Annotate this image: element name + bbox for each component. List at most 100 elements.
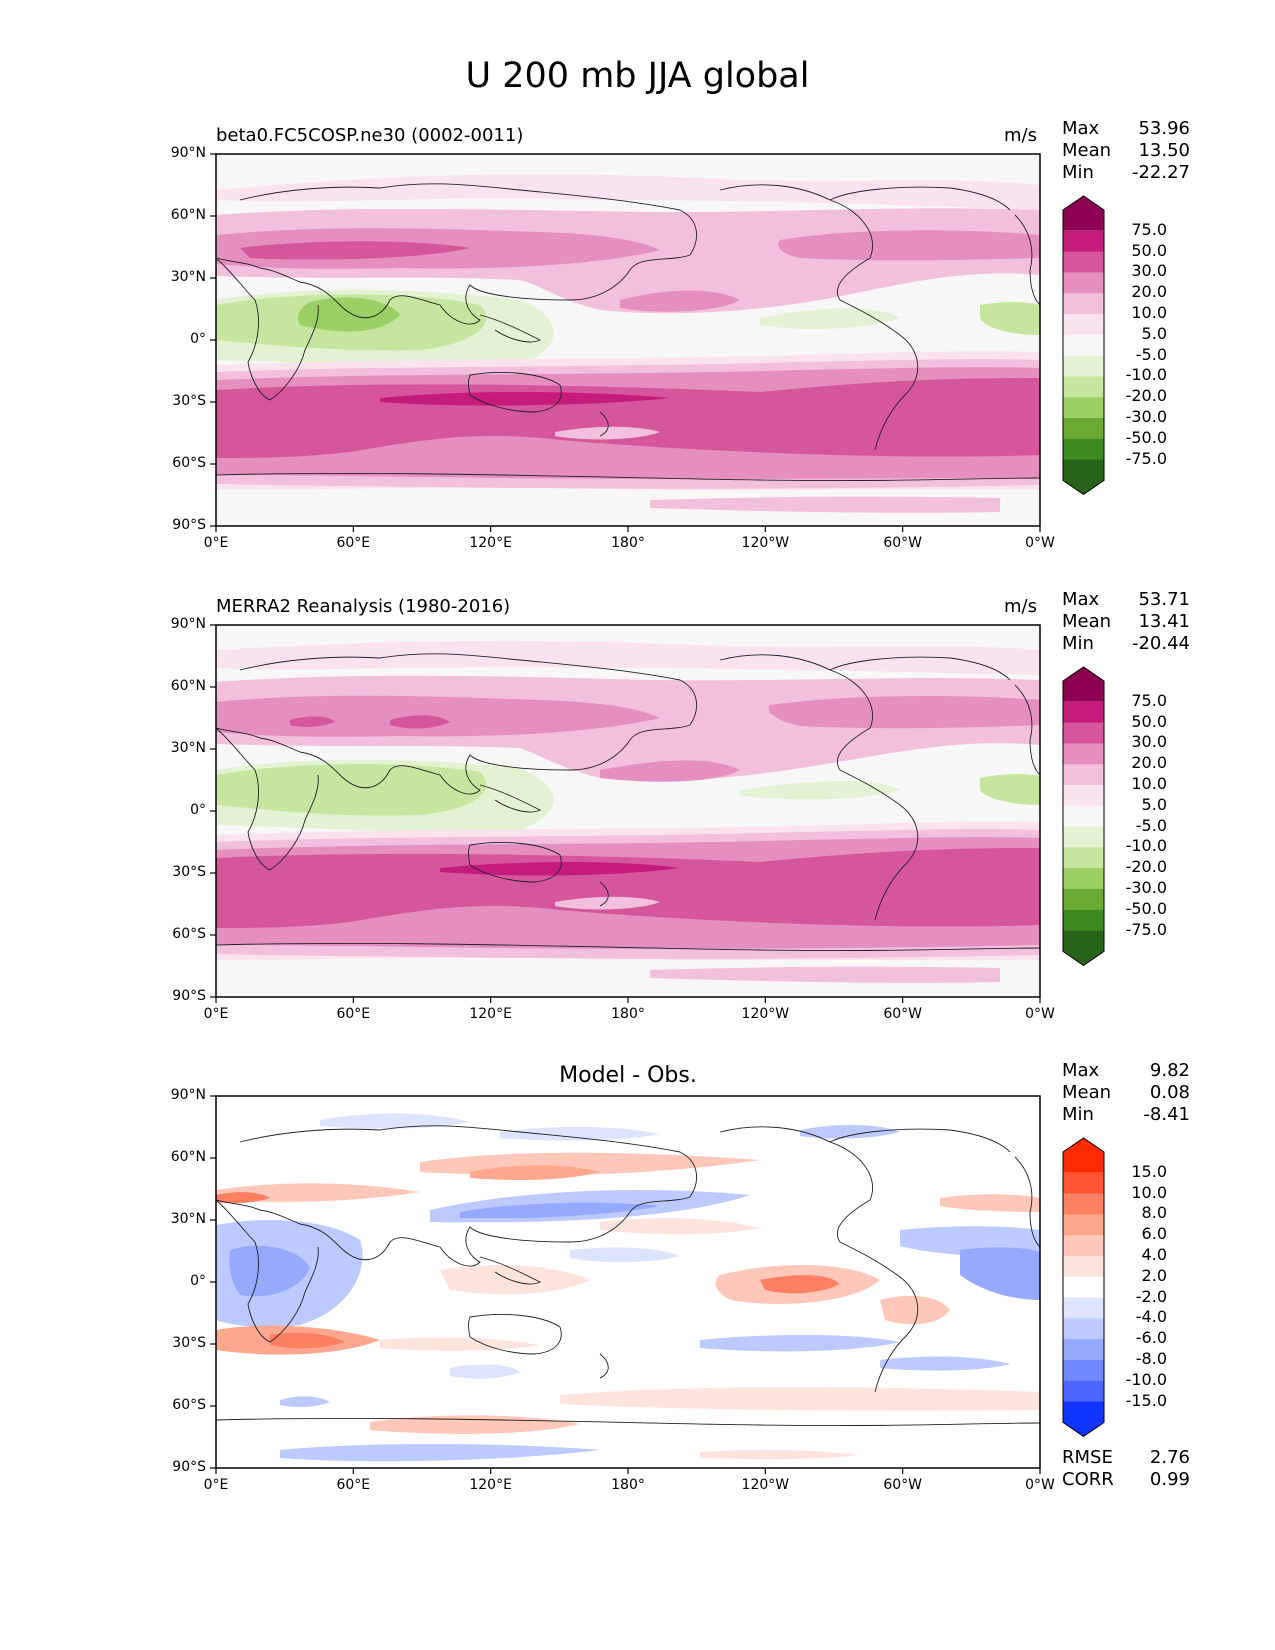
diff-red-subtrop [600, 1218, 760, 1235]
lon-tick-label: 0°E [203, 1006, 229, 1022]
colorbar-segment [1063, 1235, 1104, 1257]
diff-blue-sh-b [880, 1356, 1010, 1371]
contour-antarctic-pink [650, 496, 1000, 513]
lon-tick-label: 60°E [336, 1006, 371, 1022]
colorbar-segment [1063, 438, 1104, 461]
colorbar-segment [1063, 251, 1104, 273]
colorbar-tick-label: -30.0 [1125, 878, 1167, 897]
colorbar-segment [1063, 847, 1104, 869]
colorbar-tick-label: -75.0 [1125, 448, 1167, 468]
contour-antarctic-pink [650, 966, 1000, 983]
colorbar-tick-label: -50.0 [1125, 898, 1167, 918]
contour-nh-highlat [216, 640, 1040, 675]
contour-sh-30 [216, 848, 1040, 928]
colorbar-diff [1062, 1137, 1105, 1438]
panel-title-diff: Model - Obs. [559, 1063, 697, 1088]
colorbar-segment [1063, 1256, 1104, 1278]
diff-blue-arctic [320, 1113, 470, 1129]
lon-tick-label: 60°W [883, 535, 922, 551]
colorbar-tick-label: 6.0 [1141, 1224, 1167, 1244]
colorbar-extend-bottom [1063, 930, 1104, 966]
colorbar-outline [1062, 1137, 1105, 1438]
coastlines [216, 653, 1040, 952]
stat-corr-label: CORR [1062, 1469, 1114, 1490]
coastlines [216, 1125, 1040, 1427]
colorbar-segment [1063, 1297, 1104, 1319]
colorbar-tick-label: 4.0 [1141, 1245, 1167, 1264]
contour-atlantic-easterly [760, 308, 900, 330]
colorbar-segment [1063, 1318, 1104, 1340]
colorbar-segment [1063, 868, 1104, 890]
diff-blue-arctic-b [500, 1126, 660, 1141]
lat-tick-label: 30°N [170, 740, 206, 756]
stat-max-value: 53.96 [1138, 118, 1190, 139]
colorbar-tick-label: 75.0 [1131, 690, 1167, 710]
stat-rmse-value: 2.76 [1149, 1447, 1190, 1468]
colorbar-tick-label: -5.0 [1135, 815, 1167, 835]
contour-nh-jet-na-20 [768, 695, 1040, 729]
lon-tick-label: 0°W [1025, 535, 1055, 551]
colorbar-segment [1063, 1193, 1104, 1215]
diff-blue-atl [960, 1247, 1040, 1300]
diff-blue-africa-core [229, 1245, 310, 1297]
colorbar-extend-bottom [1063, 459, 1104, 495]
diff-red-cpac-core [760, 1275, 840, 1294]
lat-tick-label: 60°N [170, 678, 206, 694]
stat-min-label: Min [1062, 162, 1094, 183]
lon-tick-label: 0°E [203, 535, 229, 551]
stat-mean-label: Mean [1062, 611, 1112, 632]
contour-atlantic-easterly-b [980, 774, 1040, 805]
colorbar-segment [1063, 230, 1104, 253]
colorbar-segment [1063, 889, 1104, 911]
lat-tick-label: 90°S [172, 517, 206, 533]
colorbar-segment [1063, 293, 1104, 315]
colorbar-segment [1063, 805, 1104, 828]
diff-red-sh-core [270, 1332, 345, 1349]
colorbar-tick-label: -50.0 [1125, 427, 1167, 447]
stat-max-label: Max [1062, 589, 1100, 610]
lat-tick-label: 30°S [172, 393, 206, 409]
diff-red-na [940, 1194, 1040, 1212]
colorbar-tick-label: 15.0 [1131, 1161, 1167, 1181]
colorbar-tick-label: 10.0 [1131, 774, 1167, 793]
colorbar-tick-label: -10.0 [1125, 365, 1167, 385]
figure-title: U 200 mb JJA global [465, 56, 810, 96]
colorbar-segment [1063, 764, 1104, 786]
colorbar-tick-label: -5.0 [1135, 344, 1167, 364]
diff-blue-sh [700, 1334, 900, 1352]
contour-sh-nz-20 [555, 426, 660, 440]
diff-red-eu-core [216, 1192, 270, 1204]
colorbar-tick-label: 10.0 [1131, 1182, 1167, 1202]
coastlines [216, 183, 1040, 482]
diff-red-nh-pac-core [470, 1165, 600, 1180]
stat-mean-label: Mean [1062, 140, 1112, 161]
colorbar-segment [1063, 826, 1104, 848]
colorbar-tick-label: 50.0 [1131, 240, 1167, 260]
lat-tick-label: 0° [190, 802, 206, 818]
colorbar-segment [1063, 1276, 1104, 1299]
colorbar-tick-label: -15.0 [1125, 1390, 1167, 1410]
panel-subtitle-model: beta0.FC5COSP.ne30 (0002-0011) [216, 125, 524, 146]
contour-atlantic-easterly-b [980, 301, 1040, 335]
stat-min-value: -20.44 [1131, 633, 1190, 654]
lat-tick-label: 90°N [170, 145, 206, 161]
colorbar-tick-label: 10.0 [1131, 303, 1167, 322]
colorbar-segment [1063, 314, 1104, 336]
stat-max-value: 53.71 [1138, 589, 1190, 610]
diff-red-ant-b [700, 1449, 860, 1460]
colorbar-tick-label: 2.0 [1141, 1265, 1167, 1285]
stat-max-label: Max [1062, 118, 1100, 139]
lon-tick-label: 60°W [883, 1006, 922, 1022]
colorbar-segment [1063, 722, 1104, 744]
lon-tick-label: 120°W [741, 1006, 790, 1022]
lat-tick-label: 60°S [172, 926, 206, 942]
contour-atlantic-easterly [740, 781, 900, 800]
colorbar-segment [1063, 743, 1104, 765]
diff-red-sh-60 [560, 1387, 1040, 1411]
lat-tick-label: 0° [190, 331, 206, 347]
lat-tick-label: 60°S [172, 455, 206, 471]
colorbar-tick-label: 5.0 [1141, 323, 1167, 343]
lon-tick-label: 60°E [336, 535, 371, 551]
lon-tick-label: 0°W [1025, 1477, 1055, 1493]
